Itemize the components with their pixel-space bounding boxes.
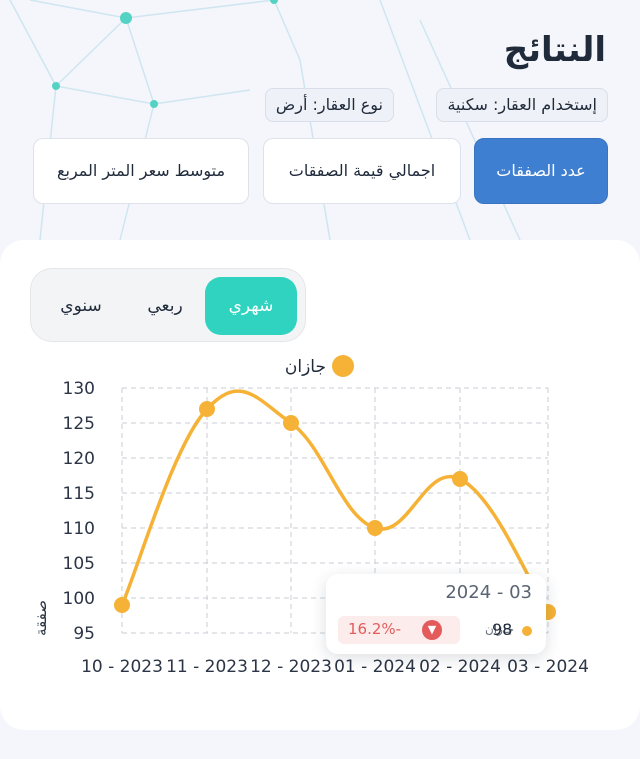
metric-deal-count-button[interactable]: عدد الصفقات bbox=[474, 138, 608, 204]
legend-label: جازان bbox=[285, 357, 326, 377]
tooltip-series-dot bbox=[522, 626, 532, 636]
x-tick-label: 01 - 2024 bbox=[334, 657, 416, 677]
period-toggle: شهري ربعي سنوي bbox=[30, 268, 306, 342]
period-monthly-button[interactable]: شهري bbox=[205, 277, 297, 335]
metric-total-value-button[interactable]: اجمالي قيمة الصفقات bbox=[263, 138, 461, 204]
data-point bbox=[283, 415, 299, 431]
x-tick-label: 02 - 2024 bbox=[419, 657, 501, 677]
series-line bbox=[120, 389, 550, 613]
tooltip-change-value: 16.2%- bbox=[348, 620, 402, 638]
legend-marker bbox=[332, 355, 354, 377]
data-point bbox=[452, 471, 468, 487]
tooltip-date: 2024 - 03 bbox=[445, 582, 532, 603]
metric-avg-price-button[interactable]: متوسط سعر المتر المربع bbox=[33, 138, 249, 204]
data-point bbox=[199, 401, 215, 417]
y-tick-label: 105 bbox=[63, 554, 95, 574]
data-point bbox=[114, 597, 130, 613]
x-tick-label: 03 - 2024 bbox=[507, 657, 589, 677]
y-tick-label: 100 bbox=[63, 589, 95, 609]
x-tick-label: 12 - 2023 bbox=[250, 657, 332, 677]
period-yearly-button[interactable]: سنوي bbox=[60, 296, 102, 316]
chevron-down-icon: ▼ bbox=[422, 620, 442, 640]
y-tick-label: 95 bbox=[73, 624, 95, 644]
property-usage-tag: إستخدام العقار: سكنية bbox=[436, 88, 608, 122]
y-tick-label: 110 bbox=[63, 519, 95, 539]
x-tick-label: 10 - 2023 bbox=[81, 657, 163, 677]
tooltip-value: 98 bbox=[492, 620, 513, 639]
chart-tooltip: 2024 - 03 جازان 98 ▼ 16.2%- bbox=[326, 574, 546, 654]
data-point bbox=[367, 520, 383, 536]
y-tick-label: 120 bbox=[63, 449, 95, 469]
y-tick-label: 130 bbox=[63, 379, 95, 399]
y-axis-label: صفقة bbox=[32, 600, 50, 636]
page-title: النتائج bbox=[503, 30, 606, 70]
property-type-tag: نوع العقار: أرض bbox=[264, 88, 394, 122]
x-tick-label: 11 - 2023 bbox=[166, 657, 248, 677]
y-tick-label: 115 bbox=[63, 484, 95, 504]
tooltip-change-badge: ▼ 16.2%- bbox=[338, 616, 460, 644]
tooltip-series-name: جازان bbox=[484, 622, 514, 636]
period-quarterly-button[interactable]: ربعي bbox=[147, 296, 183, 316]
y-tick-label: 125 bbox=[63, 414, 95, 434]
